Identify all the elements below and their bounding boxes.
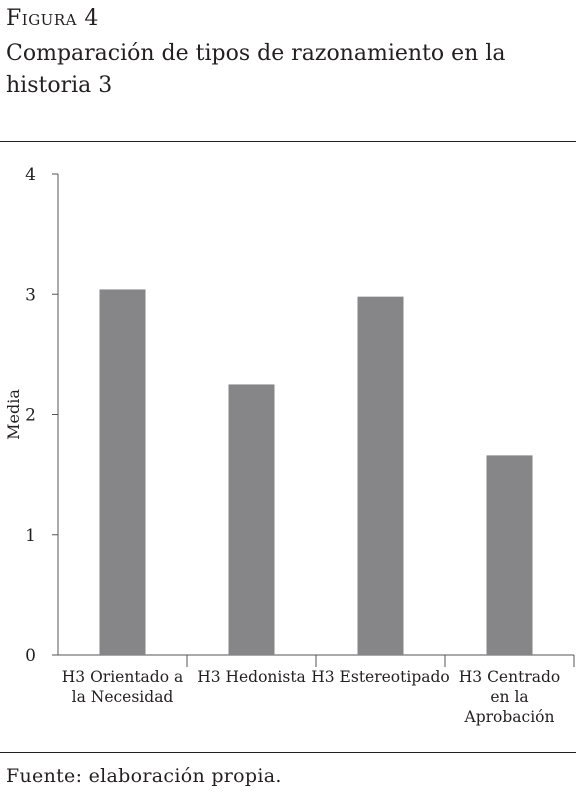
x-tick-label: H3 Centrado en la Aprobación bbox=[459, 668, 560, 726]
bar bbox=[486, 455, 533, 655]
y-axis-label: Media bbox=[4, 389, 23, 440]
x-tick-label: H3 Estereotipado bbox=[311, 668, 450, 686]
bar bbox=[99, 289, 146, 655]
figure-title: Comparación de tipos de razonamiento en … bbox=[6, 41, 506, 98]
y-tick-label: 2 bbox=[25, 406, 36, 426]
x-tick-label: H3 Hedonista bbox=[197, 668, 306, 686]
y-tick-label: 4 bbox=[25, 165, 36, 185]
y-tick-label: 3 bbox=[25, 285, 36, 305]
figure-source: Fuente: elaboración propia. bbox=[6, 765, 282, 787]
bar bbox=[357, 296, 404, 655]
top-rule bbox=[0, 141, 576, 142]
y-tick-label: 1 bbox=[25, 526, 36, 546]
bar bbox=[228, 384, 275, 655]
y-tick-label: 0 bbox=[25, 646, 36, 666]
bottom-rule bbox=[0, 752, 576, 753]
x-tick-label: H3 Orientado a la Necesidad bbox=[62, 668, 183, 706]
bar-chart: 0 1 2 3 4 Media H3 Orientado a la Necesidad H3 H… bbox=[4, 165, 575, 726]
figure-label: Figura 4 bbox=[6, 6, 99, 31]
